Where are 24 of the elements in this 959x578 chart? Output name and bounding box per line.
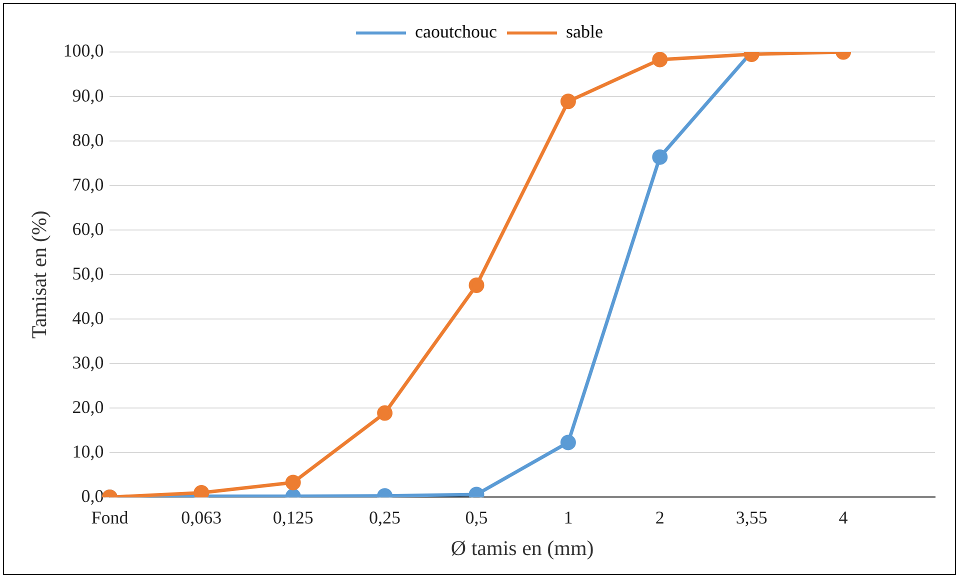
y-tick-label: 50,0 xyxy=(72,263,104,284)
y-tick-label: 70,0 xyxy=(72,174,104,194)
x-tick-label: 1 xyxy=(564,508,573,528)
legend-label: caoutchouc xyxy=(415,22,497,42)
y-tick-label: 20,0 xyxy=(72,396,104,417)
legend-label: sable xyxy=(566,22,603,42)
y-tick-label: 90,0 xyxy=(72,85,104,106)
y-tick-label: 10,0 xyxy=(72,441,104,462)
x-axis-title: Ø tamis en (mm) xyxy=(450,536,594,560)
y-tick-label: 0,0 xyxy=(81,486,104,506)
x-tick-label: 0,125 xyxy=(272,508,314,528)
x-tick-label: 0,063 xyxy=(181,508,222,528)
x-tick-label: 0,25 xyxy=(369,508,401,528)
x-tick-label: 0,5 xyxy=(465,508,488,528)
y-tick-label: 100,0 xyxy=(63,40,104,61)
x-tick-label: Fond xyxy=(91,508,128,528)
x-tick-label: 3,55 xyxy=(736,508,768,528)
y-axis-title: Tamisat en (%) xyxy=(27,210,52,339)
y-tick-label: 30,0 xyxy=(72,352,104,372)
x-tick-label: 2 xyxy=(655,508,664,528)
y-tick-label: 60,0 xyxy=(72,218,104,239)
y-tick-label: 80,0 xyxy=(72,130,104,150)
x-tick-label: 4 xyxy=(838,508,848,528)
y-tick-label: 40,0 xyxy=(72,308,104,328)
